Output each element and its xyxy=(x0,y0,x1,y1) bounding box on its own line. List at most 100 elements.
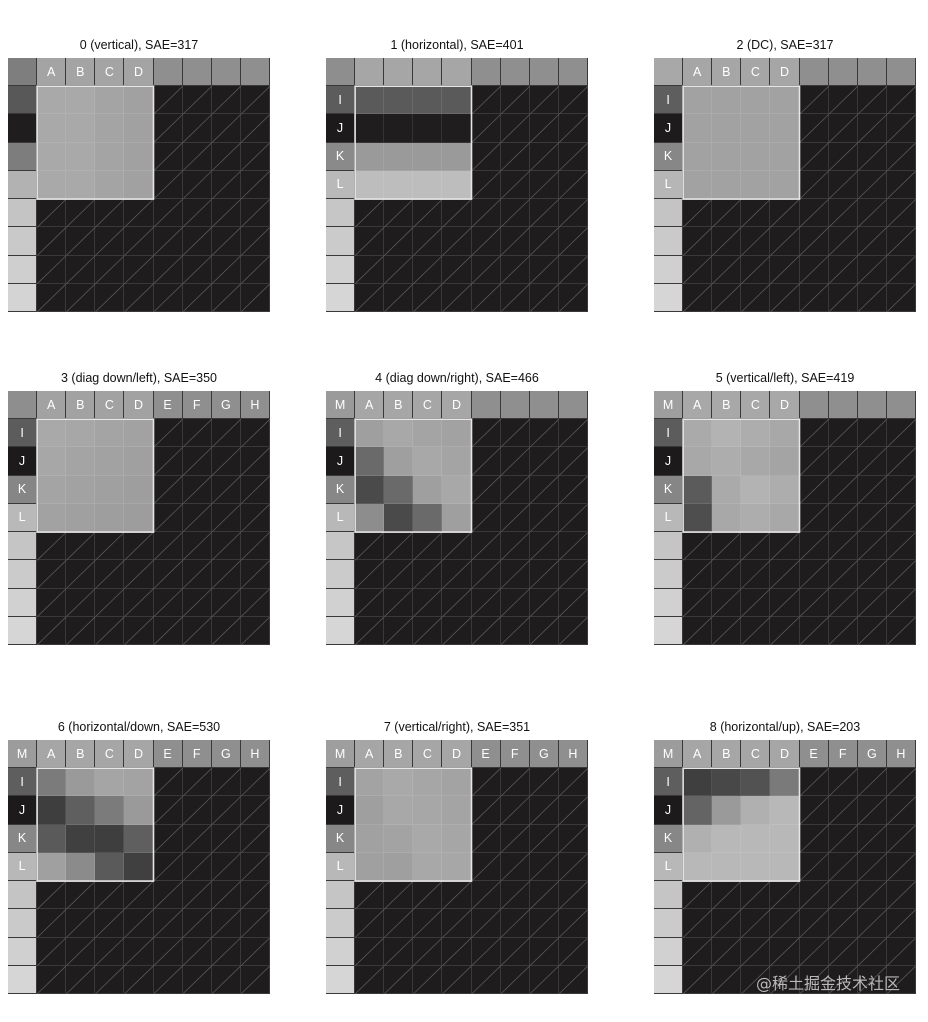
grid-cell xyxy=(886,881,916,910)
predicted-pixel xyxy=(741,86,771,115)
grid-cell xyxy=(124,283,154,312)
left-neighbor-pixel xyxy=(326,532,356,561)
grid-cell xyxy=(37,199,67,228)
grid-cell xyxy=(240,114,270,143)
top-neighbor-pixel xyxy=(500,58,530,87)
predicted-pixel xyxy=(124,768,154,797)
top-neighbor-pixel: E xyxy=(799,740,829,769)
grid-cell xyxy=(240,255,270,284)
left-neighbor-pixel: K xyxy=(326,142,356,171)
left-neighbor-pixel: I xyxy=(8,768,38,797)
top-neighbor-pixel: A xyxy=(683,740,713,769)
left-neighbor-pixel: I xyxy=(326,768,356,797)
top-neighbor-pixel xyxy=(857,391,887,420)
left-neighbor-pixel xyxy=(8,616,38,645)
predicted-pixel xyxy=(413,142,443,171)
panel-mode-4: 4 (diag down/right), SAE=466 M A B C D I J K L xyxy=(326,371,588,651)
top-neighbor-pixel xyxy=(384,58,414,87)
grid-cell xyxy=(471,881,501,910)
top-neighbor-pixel xyxy=(886,391,916,420)
grid-cell xyxy=(355,881,385,910)
top-neighbor-pixel: B xyxy=(384,740,414,769)
grid-cell xyxy=(712,909,742,938)
top-neighbor-pixel xyxy=(529,391,559,420)
top-neighbor-pixel: G xyxy=(857,740,887,769)
grid-cell xyxy=(886,283,916,312)
left-neighbor-pixel xyxy=(8,532,38,561)
grid-cell xyxy=(529,199,559,228)
grid-cell xyxy=(153,588,183,617)
grid-cell xyxy=(37,283,67,312)
grid-cell xyxy=(471,588,501,617)
grid-cell xyxy=(741,283,771,312)
grid-cell xyxy=(558,283,588,312)
grid-cell xyxy=(558,532,588,561)
grid-cell xyxy=(124,965,154,994)
grid-cell xyxy=(712,881,742,910)
grid-cell xyxy=(799,852,829,882)
grid-cell xyxy=(442,560,472,589)
grid-cell xyxy=(683,199,713,228)
left-neighbor-pixel: J xyxy=(326,796,356,825)
grid-cell xyxy=(124,255,154,284)
grid-cell xyxy=(857,824,887,853)
top-neighbor-pixel: D xyxy=(770,58,800,87)
grid-cell xyxy=(66,227,96,256)
top-neighbor-pixel: A xyxy=(37,58,67,87)
corner-pixel: M xyxy=(326,740,356,769)
top-neighbor-pixel: G xyxy=(211,740,241,769)
grid-cell xyxy=(799,114,829,143)
predicted-pixel xyxy=(37,475,67,504)
grid-cell xyxy=(886,170,916,200)
grid-cell xyxy=(182,965,212,994)
grid-cell xyxy=(182,824,212,853)
grid-cell xyxy=(500,937,530,966)
grid-cell xyxy=(442,588,472,617)
grid-cell xyxy=(558,255,588,284)
grid-cell xyxy=(471,170,501,200)
grid-cell xyxy=(712,227,742,256)
predicted-pixel xyxy=(770,142,800,171)
grid-cell xyxy=(413,881,443,910)
top-neighbor-pixel: C xyxy=(95,58,125,87)
left-neighbor-pixel xyxy=(326,588,356,617)
top-neighbor-pixel xyxy=(153,58,183,87)
top-neighbor-pixel: C xyxy=(741,391,771,420)
left-neighbor-pixel: K xyxy=(326,475,356,504)
left-neighbor-pixel: L xyxy=(326,170,356,200)
predicted-pixel xyxy=(355,475,385,504)
grid-cell xyxy=(182,852,212,882)
predicted-pixel xyxy=(683,419,713,448)
top-neighbor-pixel xyxy=(886,58,916,87)
predicted-pixel xyxy=(95,503,125,533)
predicted-pixel xyxy=(770,114,800,143)
grid-cell xyxy=(37,532,67,561)
top-neighbor-pixel: D xyxy=(442,391,472,420)
grid-cell xyxy=(182,255,212,284)
grid-cell xyxy=(558,965,588,994)
panel-title: 0 (vertical), SAE=317 xyxy=(79,38,199,52)
grid-cell xyxy=(384,560,414,589)
grid-cell xyxy=(500,227,530,256)
grid-cell xyxy=(500,560,530,589)
corner-pixel xyxy=(8,58,38,87)
grid-cell xyxy=(828,824,858,853)
grid-cell xyxy=(886,419,916,448)
grid-cell xyxy=(770,881,800,910)
grid-cell xyxy=(240,588,270,617)
predicted-pixel xyxy=(442,475,472,504)
top-neighbor-pixel: C xyxy=(741,58,771,87)
top-neighbor-pixel xyxy=(413,58,443,87)
predicted-pixel xyxy=(770,824,800,853)
grid-cell xyxy=(500,170,530,200)
grid-cell xyxy=(153,616,183,645)
grid-cell xyxy=(442,255,472,284)
grid-cell xyxy=(153,881,183,910)
grid-cell xyxy=(240,852,270,882)
grid-cell xyxy=(857,283,887,312)
grid-cell xyxy=(240,503,270,533)
top-neighbor-pixel xyxy=(355,58,385,87)
predicted-pixel xyxy=(95,170,125,200)
grid-cell xyxy=(211,447,241,476)
